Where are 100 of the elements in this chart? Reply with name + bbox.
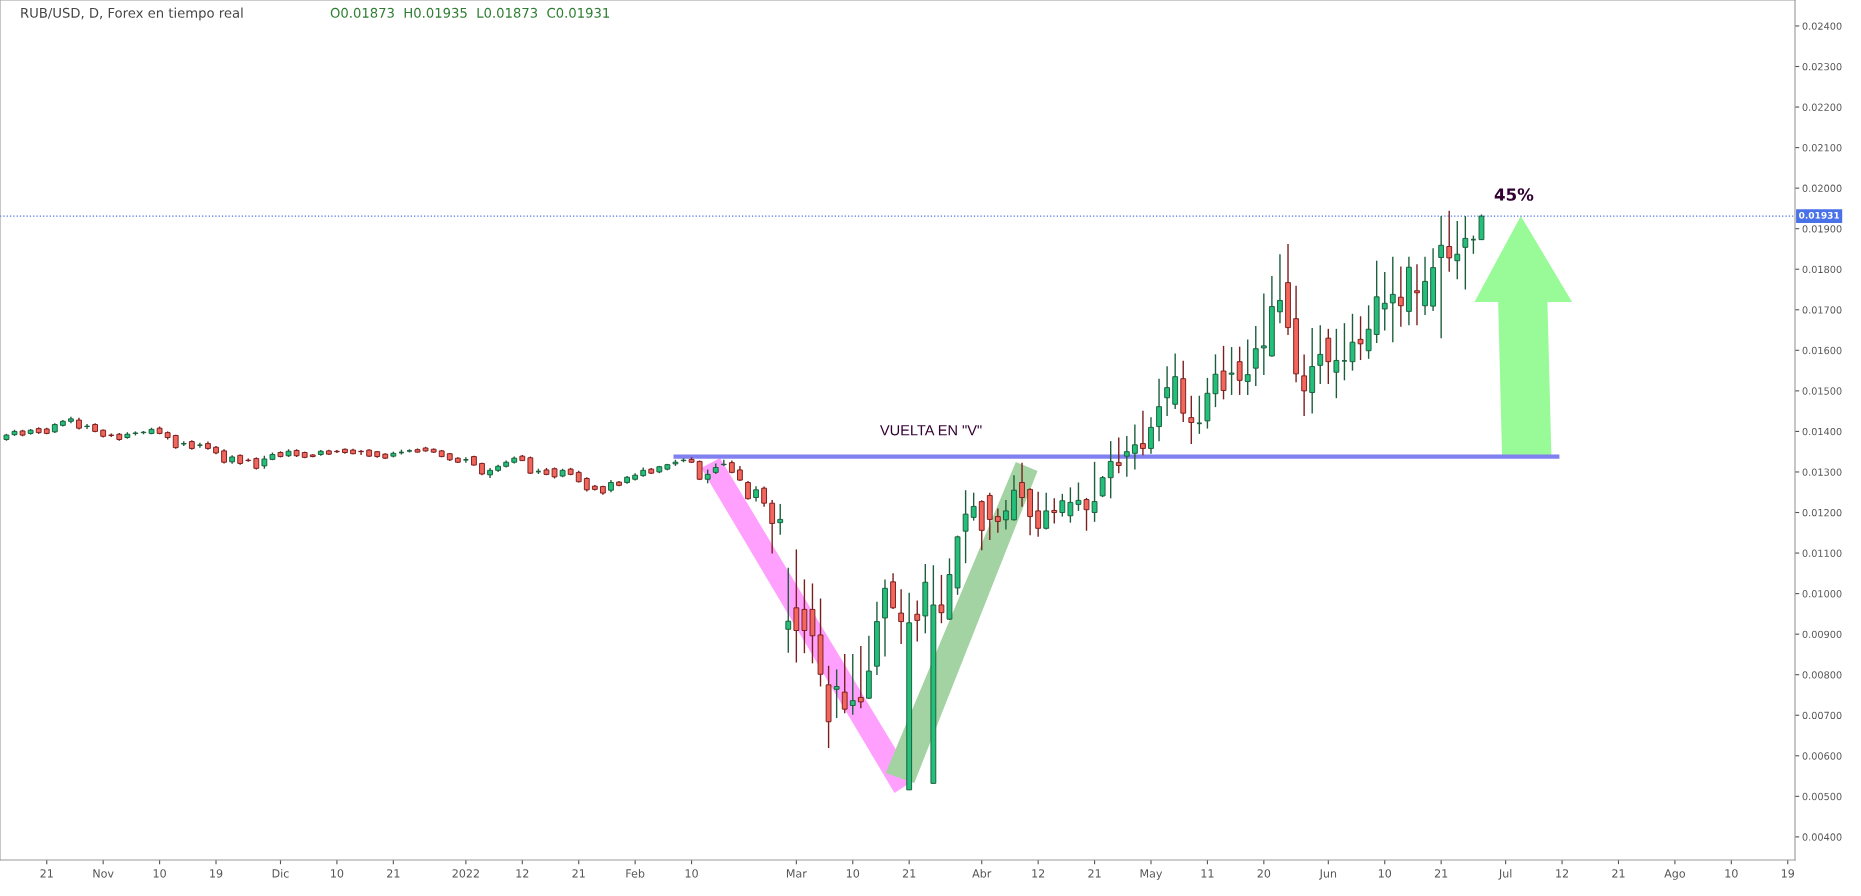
candlestick	[1148, 416, 1154, 455]
y-tick-label: 0.01200	[1802, 508, 1842, 517]
candlestick	[1333, 328, 1340, 399]
chart-subtitle: O0.01873 H0.01935 L0.01873 C0.01931	[330, 7, 610, 18]
x-tick-label: 21	[1088, 869, 1101, 878]
candlestick	[849, 653, 856, 716]
x-tick-label: 21	[40, 869, 53, 878]
x-tick-label: Jun	[1319, 869, 1337, 880]
candlestick	[785, 566, 792, 654]
candlestick	[1478, 213, 1485, 241]
x-tick-label: Dic	[272, 869, 289, 878]
candlestick	[1075, 481, 1082, 512]
candlestick	[1107, 440, 1114, 500]
x-tick-label: 20	[1257, 869, 1271, 878]
x-tick-label: 21	[572, 869, 585, 878]
candlestick	[1131, 423, 1138, 471]
candlestick	[1067, 486, 1074, 524]
candlestick	[994, 507, 1001, 534]
candlestick	[777, 503, 784, 536]
y-tick-label: 0.00600	[1802, 752, 1842, 760]
candlestick	[1236, 345, 1243, 396]
candlestick	[1220, 345, 1227, 401]
y-tick-label: 0.02300	[1802, 62, 1842, 71]
x-tick-label: 10	[1725, 869, 1738, 878]
candlestick	[793, 548, 800, 664]
candlestick	[1140, 410, 1146, 457]
candlestick	[761, 485, 768, 508]
x-tick-label: 21	[1434, 869, 1448, 878]
y-tick-label: 0.01500	[1802, 387, 1842, 395]
x-tick-label: Mar	[786, 869, 807, 878]
y-tick-label: 0.00900	[1802, 630, 1842, 638]
y-tick-label: 0.00700	[1802, 711, 1842, 720]
x-tick-label: 12	[1556, 869, 1569, 878]
candlestick	[1317, 324, 1324, 385]
candlestick	[1301, 353, 1308, 417]
candlestick	[1341, 322, 1348, 382]
x-tick-label: 11	[1201, 869, 1214, 878]
candlestick	[462, 456, 469, 464]
candlestick	[833, 668, 840, 719]
candlestick	[962, 489, 969, 564]
x-tick-label: 10	[846, 869, 860, 878]
candlestick	[1188, 395, 1195, 445]
candlestick	[1083, 497, 1090, 532]
candlestick	[1277, 253, 1283, 324]
candlestick	[1123, 435, 1130, 478]
candlestick	[1252, 325, 1259, 387]
y-tick-label: 0.00500	[1802, 792, 1842, 801]
candlestick	[801, 578, 808, 654]
y-tick-label: 0.01300	[1802, 468, 1842, 476]
candlestick	[1349, 313, 1356, 372]
candlestick	[1115, 436, 1122, 474]
candlestick	[1244, 338, 1251, 396]
candlestick	[1019, 461, 1025, 508]
x-tick-label: 12	[516, 869, 529, 878]
candlestick	[1003, 499, 1009, 531]
x-tick-label: 21	[1612, 869, 1625, 878]
candlestick	[1091, 461, 1098, 523]
candlestick	[857, 645, 864, 710]
candlestick	[745, 480, 751, 501]
y-tick-label: 0.02400	[1802, 22, 1842, 30]
x-tick-label: 10	[1378, 869, 1392, 878]
candlestick	[1365, 304, 1372, 360]
x-tick-label: 21	[902, 869, 916, 878]
y-tick-label: 0.01400	[1802, 427, 1842, 436]
candlestick	[914, 599, 921, 643]
candlestick	[1389, 255, 1396, 343]
annotation: 45%	[1494, 188, 1534, 201]
y-tick-label: 0.01600	[1802, 346, 1842, 355]
y-tick-label: 0.02000	[1802, 184, 1842, 192]
candlestick	[1051, 497, 1058, 525]
x-tick-label: 10	[685, 869, 698, 878]
candlestick	[1059, 493, 1066, 518]
candlestick	[1196, 395, 1203, 435]
x-tick-label: Nov	[93, 869, 114, 878]
candlestick	[1325, 328, 1332, 385]
y-tick-label: 0.01700	[1802, 306, 1842, 314]
x-tick-label: 2022	[452, 869, 479, 878]
x-tick-label: Feb	[626, 869, 645, 878]
candlestick	[1035, 491, 1042, 538]
candlestick	[1357, 315, 1364, 361]
ref-line-label: 0.01931	[1799, 211, 1840, 219]
candlestick	[1446, 210, 1453, 273]
candlestick	[1381, 271, 1388, 332]
x-tick-label: 12	[1032, 869, 1045, 878]
x-tick-label: Ago	[1664, 869, 1686, 880]
y-tick-label: 0.01800	[1802, 265, 1842, 274]
y-tick-label: 0.00400	[1802, 833, 1842, 841]
text: RUB/USD, D, Forex en tiempo real	[21, 7, 243, 21]
x-tick-label: 19	[1781, 869, 1795, 878]
x-tick-label: 10	[153, 869, 166, 878]
x-tick-label: 19	[210, 869, 223, 878]
candlestick	[970, 491, 977, 522]
candlestick	[1397, 265, 1404, 328]
y-tick-label: 0.02100	[1802, 144, 1842, 152]
y-tick-label: 0.00800	[1802, 671, 1842, 679]
x-tick-label: 21	[387, 869, 400, 878]
candlestick	[1043, 491, 1050, 531]
y-tick-label: 0.02200	[1802, 103, 1842, 111]
candlestick	[1260, 292, 1267, 376]
candlestick	[769, 499, 776, 555]
